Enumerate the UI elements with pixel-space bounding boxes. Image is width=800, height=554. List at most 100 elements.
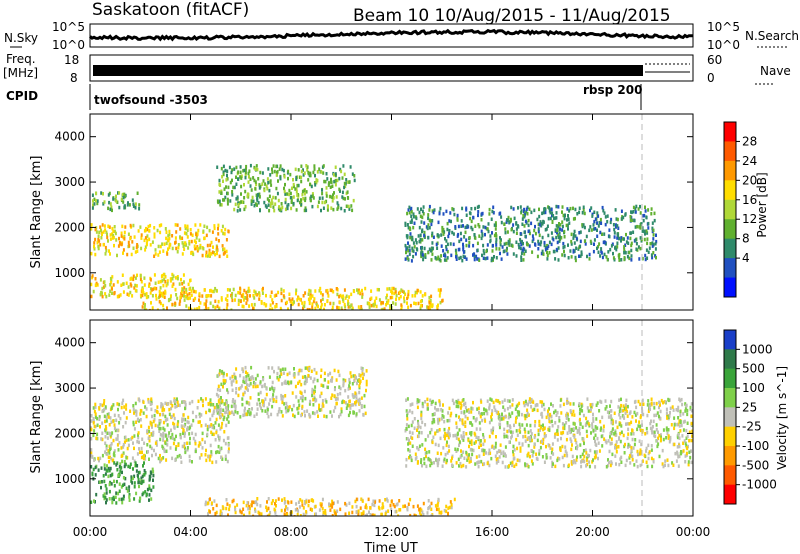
echo-cell xyxy=(177,420,180,424)
echo-cell xyxy=(488,463,491,468)
echo-cell xyxy=(492,243,494,248)
echo-cell xyxy=(239,170,242,175)
echo-cell xyxy=(360,305,363,309)
echo-cell xyxy=(192,298,195,302)
echo-cell xyxy=(145,295,148,300)
echo-cell xyxy=(671,405,674,409)
echo-cell xyxy=(573,459,576,463)
echo-cell xyxy=(482,442,485,447)
echo-cell xyxy=(587,409,590,413)
echo-cell xyxy=(181,287,184,292)
echo-cell xyxy=(314,306,317,310)
echo-cell xyxy=(511,463,514,468)
echo-cell xyxy=(186,426,189,430)
echo-cell xyxy=(137,229,140,233)
echo-cell xyxy=(609,441,612,446)
echo-cell xyxy=(274,511,277,515)
echo-cell xyxy=(278,407,281,411)
echo-cell xyxy=(206,427,209,432)
echo-cell xyxy=(243,168,246,173)
echo-cell xyxy=(222,438,225,443)
echo-cell xyxy=(242,500,245,505)
echo-cell xyxy=(437,429,440,433)
echo-cell xyxy=(518,410,521,414)
echo-cell xyxy=(227,447,230,451)
echo-cell xyxy=(622,408,625,413)
echo-cell xyxy=(191,460,193,464)
echo-cell xyxy=(153,226,156,230)
echo-cell xyxy=(143,229,146,233)
echo-cell xyxy=(519,232,522,236)
echo-cell xyxy=(162,283,165,288)
echo-cell xyxy=(534,403,537,408)
echo-cell xyxy=(275,164,278,169)
echo-cell xyxy=(332,193,334,197)
echo-cell xyxy=(234,510,237,515)
echo-cell xyxy=(630,432,633,436)
colorbar-tick-label: 24 xyxy=(742,154,757,168)
echo-cell xyxy=(307,292,310,296)
echo-cell xyxy=(276,371,279,376)
echo-cell xyxy=(245,412,248,416)
echo-cell xyxy=(531,408,534,412)
echo-cell xyxy=(330,206,333,210)
echo-cell xyxy=(336,392,339,397)
echo-cell xyxy=(230,382,233,387)
echo-cell xyxy=(432,235,435,239)
echo-cell xyxy=(473,254,476,259)
echo-cell xyxy=(474,224,477,228)
echo-cell xyxy=(302,294,305,298)
echo-cell xyxy=(129,277,132,281)
echo-cell xyxy=(576,428,579,433)
echo-cell xyxy=(119,416,122,421)
echo-cell xyxy=(244,386,247,390)
echo-cell xyxy=(220,189,223,193)
echo-cell xyxy=(211,250,214,254)
echo-cell xyxy=(138,484,140,489)
echo-cell xyxy=(682,428,685,432)
echo-cell xyxy=(438,511,441,515)
echo-cell xyxy=(182,418,185,422)
echo-cell xyxy=(484,419,487,423)
echo-cell xyxy=(333,368,336,373)
echo-cell xyxy=(303,304,306,308)
echo-cell xyxy=(93,241,96,245)
echo-cell xyxy=(638,257,641,261)
echo-cell xyxy=(216,387,219,392)
echo-cell xyxy=(652,237,655,241)
echo-cell xyxy=(448,505,451,510)
echo-cell xyxy=(303,500,306,504)
echo-cell xyxy=(530,405,533,409)
echo-cell xyxy=(355,396,358,400)
echo-cell xyxy=(499,236,501,240)
echo-cell xyxy=(267,181,270,185)
echo-cell xyxy=(198,414,201,419)
echo-cell xyxy=(515,416,517,421)
echo-cell xyxy=(583,459,586,464)
echo-cell xyxy=(293,184,295,189)
echo-cell xyxy=(368,301,371,306)
echo-cell xyxy=(539,426,542,430)
echo-cell xyxy=(546,246,549,250)
echo-cell xyxy=(463,402,465,407)
echo-cell xyxy=(216,165,219,169)
echo-cell xyxy=(460,464,463,469)
echo-cell xyxy=(236,411,239,415)
echo-cell xyxy=(293,367,295,371)
echo-cell xyxy=(212,289,215,294)
echo-cell xyxy=(482,448,485,453)
echo-cell xyxy=(428,301,431,305)
echo-cell xyxy=(232,498,235,503)
echo-cell xyxy=(113,291,116,295)
echo-cell xyxy=(216,304,219,309)
echo-cell xyxy=(282,168,285,173)
echo-cell xyxy=(417,421,420,426)
echo-cell xyxy=(689,405,692,410)
echo-cell xyxy=(320,170,323,174)
echo-cell xyxy=(188,454,191,459)
echo-cell xyxy=(524,462,526,466)
echo-cell xyxy=(311,305,314,309)
echo-cell xyxy=(570,460,573,464)
echo-cell xyxy=(602,424,605,429)
echo-cell xyxy=(357,514,360,516)
